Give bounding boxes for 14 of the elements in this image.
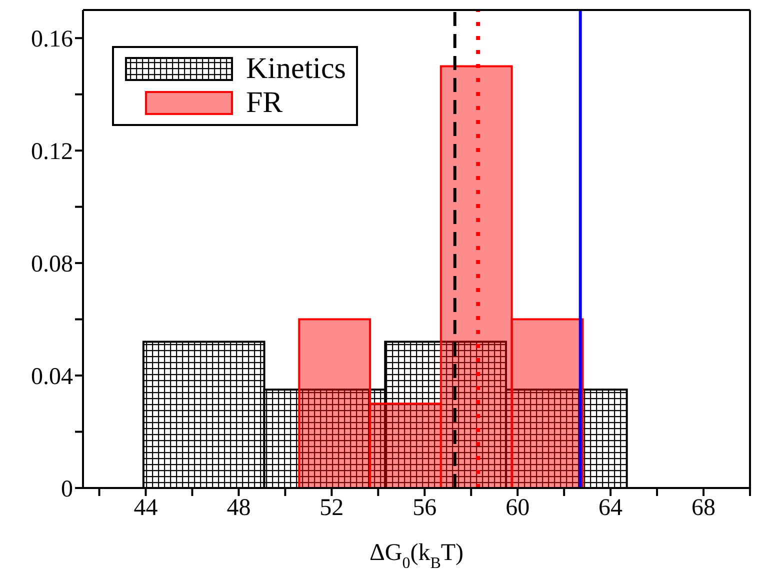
y-tick-label: 0.08: [31, 252, 73, 278]
y-tick-label: 0.12: [31, 139, 73, 166]
x-tick-label: 64: [598, 495, 623, 522]
legend-label: FR: [246, 86, 283, 120]
legend-label: Kinetics: [246, 52, 346, 86]
y-tick-label: 0: [61, 476, 73, 503]
x-tick-label: 60: [506, 495, 530, 522]
y-tick-label: 0.16: [31, 26, 73, 53]
x-tick-label: 48: [226, 495, 251, 522]
x-tick-label: 52: [320, 495, 344, 522]
x-tick-label: 56: [412, 495, 437, 522]
x-tick-label: 44: [134, 495, 158, 522]
x-tick-label: 68: [692, 495, 716, 522]
y-tick-label: 0.04: [31, 364, 73, 390]
